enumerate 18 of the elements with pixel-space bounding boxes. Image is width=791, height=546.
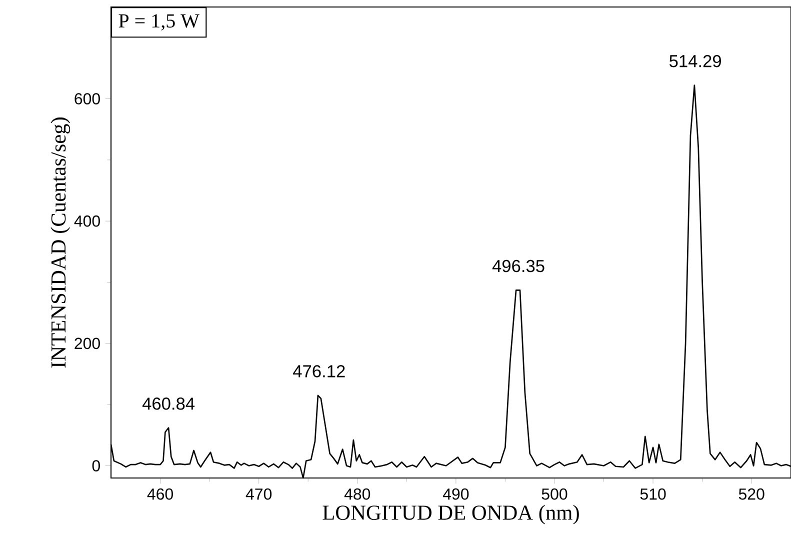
- y-axis-title: INTENSIDAD (Cuentas/seg): [50, 118, 70, 368]
- y-tick-label: 200: [74, 338, 100, 350]
- annotation: 514.29: [669, 54, 721, 68]
- x-tick-label: 490: [442, 488, 469, 500]
- annotation: 476.12: [293, 365, 345, 378]
- x-tick-label: 480: [344, 488, 370, 500]
- y-tick-label: 600: [74, 93, 100, 104]
- y-tick-label: 0: [92, 460, 100, 472]
- annotation: 496.35: [492, 260, 544, 272]
- x-tick-label: 520: [738, 488, 764, 500]
- y-tick-label: 400: [74, 215, 100, 227]
- x-axis-title: LONGITUD DE ONDA (nm): [322, 504, 579, 524]
- x-tick-label: 470: [246, 488, 272, 500]
- annotation: P = 1,5 W: [118, 14, 200, 30]
- x-tick-label: 460: [147, 488, 174, 500]
- annotation: 460.84: [142, 398, 195, 410]
- x-tick-label: 510: [640, 488, 666, 500]
- x-tick-label: 500: [542, 488, 568, 500]
